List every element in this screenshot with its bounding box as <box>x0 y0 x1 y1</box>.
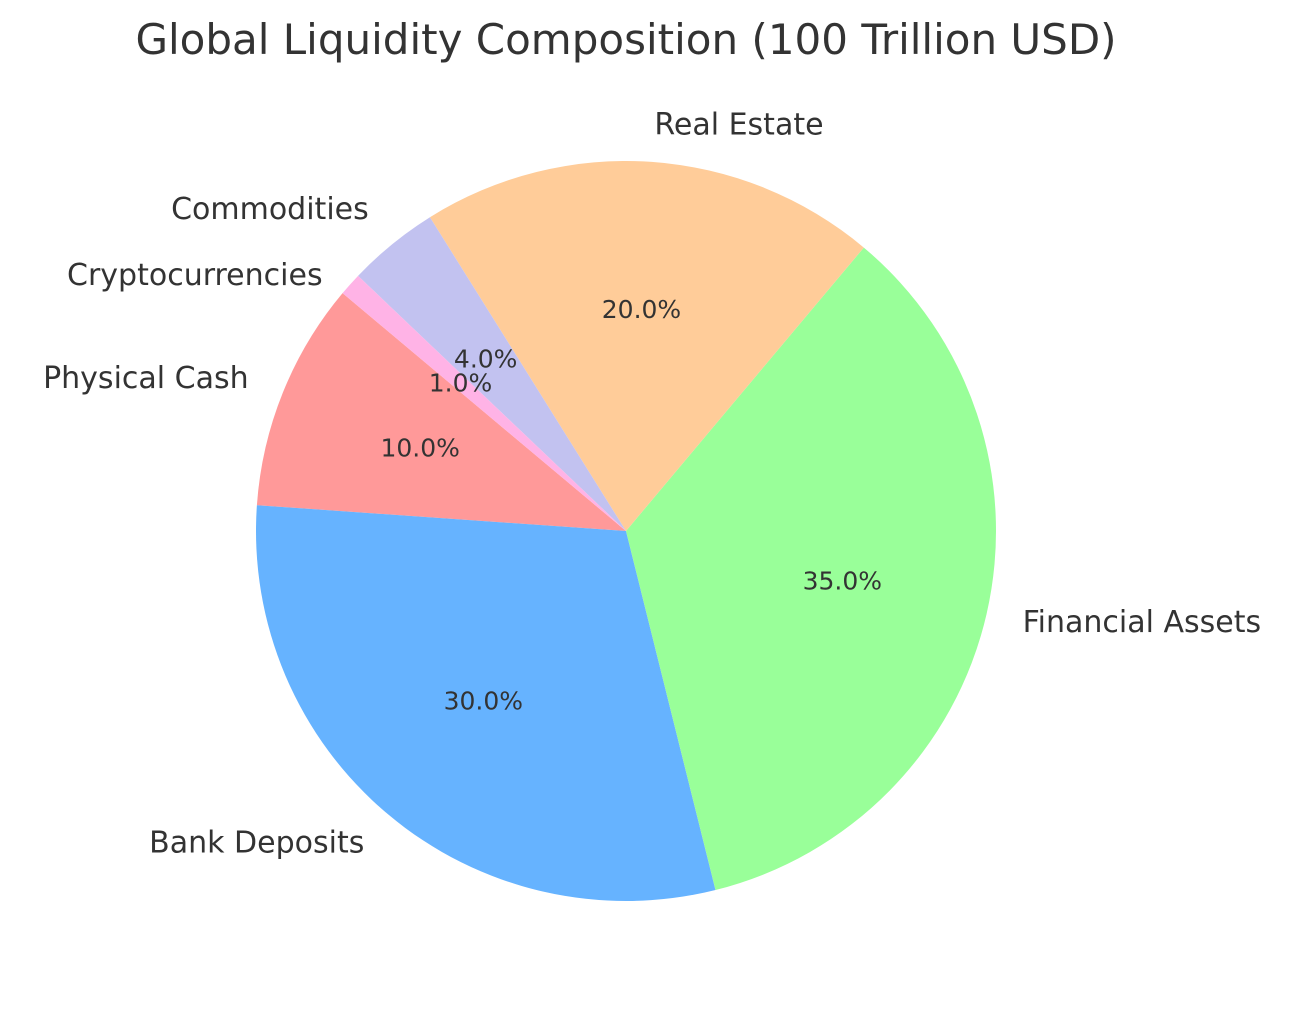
slice-label-commodities: Commodities <box>171 192 369 227</box>
percent-label-real-estate: 20.0% <box>602 295 681 324</box>
slice-label-bank-deposits: Bank Deposits <box>149 825 364 860</box>
pie-labels: Physical Cash 10.0% Bank Deposits 30.0% Fina… <box>43 107 1261 860</box>
pie-slice-cryptocurrencies <box>342 275 626 531</box>
slice-label-physical-cash: Physical Cash <box>43 361 249 396</box>
percent-label-commodities: 4.0% <box>454 344 518 373</box>
slice-label-real-estate: Real Estate <box>654 107 823 142</box>
pie-slice-real-estate <box>429 161 864 531</box>
chart-title: Global Liquidity Composition (100 Trilli… <box>135 15 1116 64</box>
slice-label-financial-assets: Financial Assets <box>1023 605 1262 640</box>
pie-slice-financial-assets <box>626 247 997 891</box>
pie-slice-bank-deposits <box>256 505 716 901</box>
percent-label-cryptocurrencies: 1.0% <box>429 369 493 398</box>
slice-label-cryptocurrencies: Cryptocurrencies <box>67 258 323 293</box>
pie-slice-commodities <box>358 217 626 531</box>
pie-slice-physical-cash <box>256 293 626 531</box>
percent-label-financial-assets: 35.0% <box>803 566 882 595</box>
percent-label-physical-cash: 10.0% <box>380 433 459 462</box>
percent-label-bank-deposits: 30.0% <box>444 687 523 716</box>
pie-slices <box>256 161 997 901</box>
